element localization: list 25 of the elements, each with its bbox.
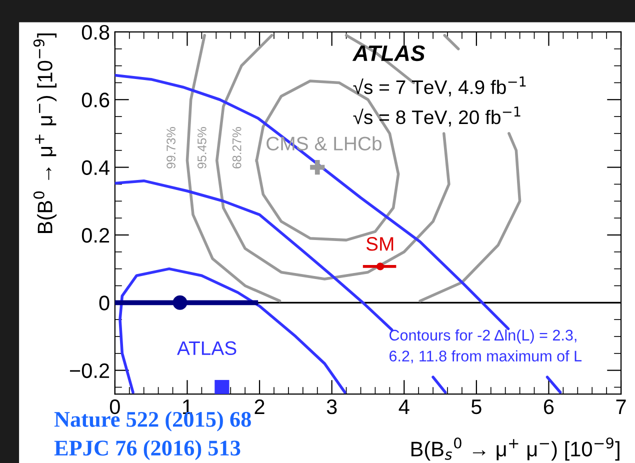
annotation: √s = 7 TeV, 4.9 fb$^{−1}$ bbox=[353, 76, 526, 96]
annotation: SM bbox=[366, 237, 394, 251]
annotation: 99.73% bbox=[166, 127, 176, 168]
annotation: 95.45% bbox=[198, 127, 206, 168]
x-tick-label: 7 bbox=[616, 400, 626, 414]
text: EPJC 76 (2016) 513 bbox=[54, 440, 240, 460]
x-tick-label: 5 bbox=[471, 400, 482, 414]
x-tick-label: 3 bbox=[326, 399, 337, 414]
x-tick-label: 6 bbox=[544, 399, 554, 414]
y-tick-label: 0 bbox=[99, 296, 110, 310]
x-tick-label: 0 bbox=[110, 399, 120, 414]
y-tick-label: 0.6 bbox=[82, 92, 110, 108]
x-tick-label: 4 bbox=[398, 400, 410, 414]
annotation: ATLAS bbox=[177, 341, 236, 356]
annotation: 68.27% bbox=[232, 127, 242, 168]
annotation: ATLAS bbox=[352, 45, 425, 62]
x-tick-label: 2 bbox=[254, 399, 264, 414]
text: B(B$^{0}$ → μ$^{+}$ μ$^{−}$) [10$^{−9}$] bbox=[33, 33, 57, 233]
y-tick-label: 0.2 bbox=[82, 228, 110, 243]
y-tick-label: −0.2 bbox=[70, 363, 110, 378]
y-tick-label: 0.8 bbox=[82, 24, 110, 40]
y-tick-label: 0.4 bbox=[82, 160, 110, 176]
annotation: Contours for -2 Δln(L) = 2.3, 6.2, 11.8 from maximum of L bbox=[390, 329, 582, 364]
text: B(B$_{s}$$^{0}$ → μ$^{+}$ μ$^{−}$) [10$^{−9}$] bbox=[411, 437, 620, 461]
annotation: √s = 8 TeV, 20 fb$^{−1}$ bbox=[353, 106, 520, 126]
